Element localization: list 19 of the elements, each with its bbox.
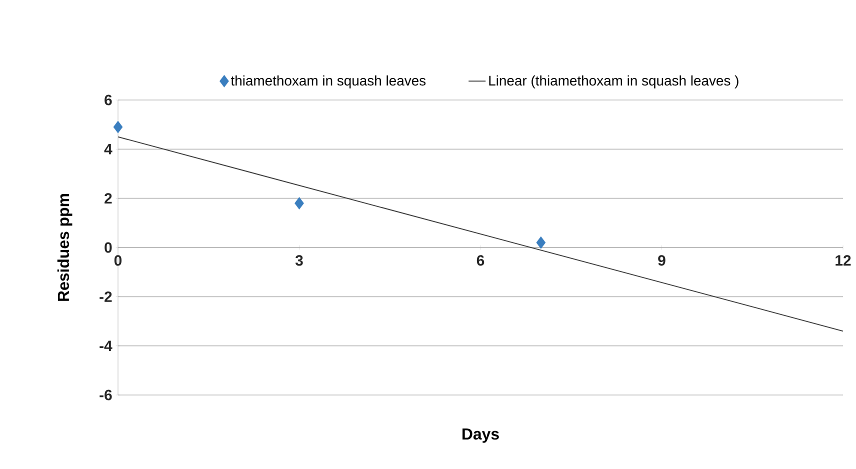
x-axis-title: Days [462,428,499,443]
x-tick-label: 12 [836,255,851,266]
y-tick-label: 4 [104,144,112,154]
point [294,197,304,210]
y-axis-title: Residues ppm [57,194,72,301]
y-tick-label: 0 [104,242,112,253]
x-tick-label: 3 [295,255,303,266]
x-tick-label: 0 [114,255,122,266]
y-tick-label: -6 [100,390,112,400]
y-tick-label: -4 [100,340,112,351]
x-tick-label: 9 [658,255,666,266]
legend-label: thiamethoxam in squash leaves [230,75,426,88]
y-tick-label: -2 [100,291,112,302]
y-tick-label: 2 [104,193,112,204]
x-tick-label: 6 [476,255,484,266]
point [113,120,123,134]
y-tick-label: 6 [104,94,112,106]
legend-label: Linear (thiamethoxam in squash leaves ) [489,75,738,88]
point [536,236,546,249]
